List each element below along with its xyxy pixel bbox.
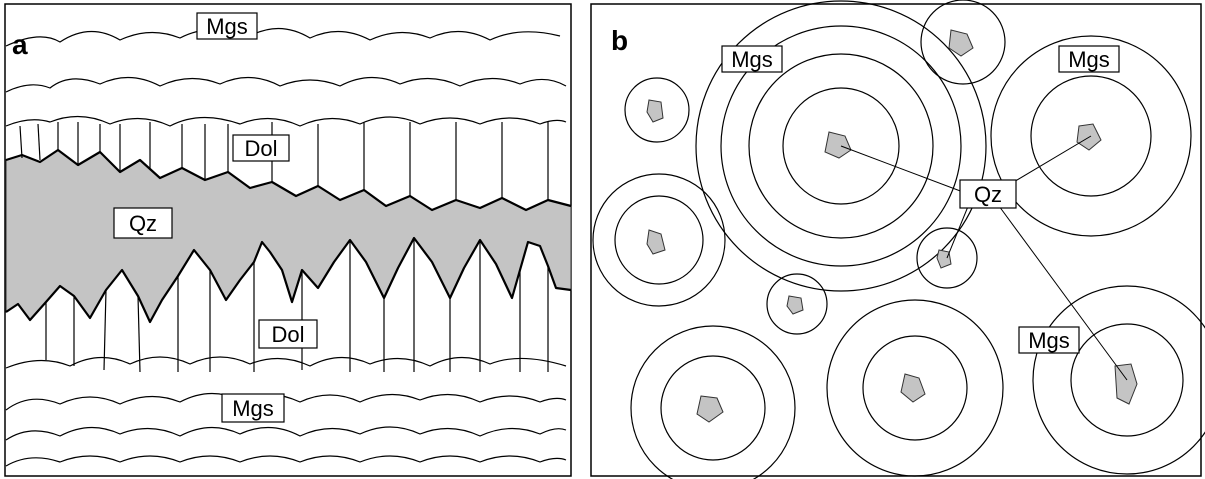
label-box: [221, 393, 285, 423]
qz-leader-lines: [840, 135, 1128, 381]
label-box: [232, 134, 290, 162]
mgs-layer-line: [5, 392, 567, 411]
label-box: [258, 319, 318, 349]
spherulite-left-top: [624, 77, 690, 143]
label-mgs-upper-right: Mgs: [1068, 47, 1110, 72]
panel-a-drawing: a Mgs Dol Qz Dol Mgs: [4, 3, 572, 477]
vein-lower-boundary: [5, 236, 572, 324]
label-dol-bottom: Dol: [271, 322, 304, 347]
label-mgs-top: Mgs: [206, 14, 248, 39]
spherulite-small-right: [916, 227, 978, 289]
label-qz: Qz: [974, 182, 1002, 207]
panel-b-drawing: b Mgs Mgs Qz Mgs: [590, 0, 1205, 479]
spherulite-left-middle: [592, 173, 726, 307]
spherulite-bottom-left: [630, 325, 796, 479]
spherulite-center: [695, 0, 987, 292]
panel-a: a Mgs Dol Qz Dol Mgs: [0, 0, 574, 479]
mgs-layer-line: [5, 455, 567, 467]
panel-letter-a: a: [12, 29, 28, 60]
label-box: [1018, 326, 1080, 354]
label-box: [959, 179, 1017, 209]
panel-b: b Mgs Mgs Qz Mgs: [589, 0, 1205, 479]
label-mgs-upper-left: Mgs: [731, 47, 773, 72]
spherulite-bottom-middle: [826, 299, 1004, 477]
panel-letter-b: b: [611, 25, 628, 56]
label-dol-top: Dol: [244, 136, 277, 161]
spherulite-bottom-right: [1032, 285, 1205, 475]
dol-layer-line: [5, 115, 567, 127]
label-qz: Qz: [129, 211, 157, 236]
label-box: [196, 12, 258, 40]
mgs-layer-line: [5, 426, 567, 441]
spherulite-top-middle: [920, 0, 1006, 85]
label-mgs-lower-right: Mgs: [1028, 328, 1070, 353]
mgs-layer-line: [5, 76, 567, 93]
label-mgs-bottom: Mgs: [232, 396, 274, 421]
dol-layer-line: [5, 356, 567, 369]
panel-b-frame: [590, 3, 1202, 477]
mgs-layer-line: [5, 27, 561, 47]
label-box: [721, 45, 783, 73]
label-box: [1058, 45, 1120, 73]
label-box: [113, 207, 173, 239]
lower-dolomite-crystals: [45, 238, 549, 373]
spherulite-small-bottom: [766, 273, 828, 335]
